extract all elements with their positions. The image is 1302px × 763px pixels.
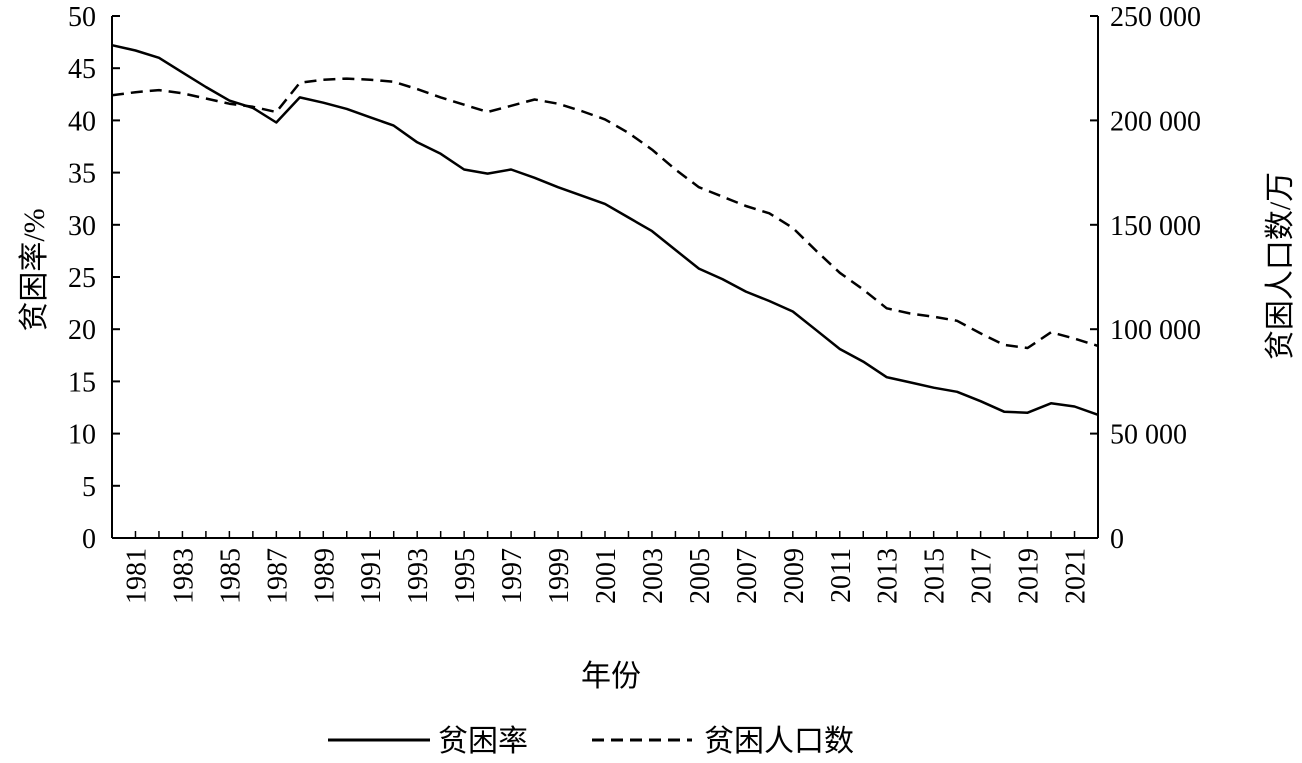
left-y-tick-label: 30: [68, 211, 96, 242]
x-tick-label: 1999: [544, 548, 575, 604]
left-y-tick-label: 35: [68, 159, 96, 190]
x-tick-label: 1989: [309, 548, 340, 604]
left-y-tick-label: 5: [82, 472, 96, 503]
x-tick-label: 2017: [967, 548, 998, 604]
x-tick-label: 2019: [1014, 548, 1045, 604]
left-y-axis-title: 贫困率/%: [18, 208, 51, 331]
left-y-tick-label: 50: [68, 2, 96, 33]
right-y-tick-label: 0: [1110, 524, 1124, 555]
axis-ticks: 0 5 10 15 20 25 30 35 40 45 50 0 50 000 100 000 150 00…: [68, 2, 1201, 604]
x-tick-label: 2009: [779, 548, 810, 604]
axes-frame: [111, 16, 1099, 539]
right-y-tick-label: 100 000: [1110, 315, 1201, 346]
left-y-tick-label: 25: [68, 263, 96, 294]
x-axis-title: 年份: [581, 660, 641, 693]
x-tick-label: 2005: [685, 548, 716, 604]
series-line-poverty-rate: [111, 43, 1099, 416]
x-tick-label: 2001: [591, 548, 622, 604]
x-tick-label: 1987: [262, 548, 293, 604]
x-tick-label: 1981: [121, 548, 152, 604]
series-line-poor-population: [111, 77, 1099, 350]
legend: 贫困率 贫困人口数: [328, 725, 854, 758]
left-y-tick-label: 40: [68, 106, 96, 137]
legend-label-poor-population: 贫困人口数: [704, 725, 854, 758]
left-y-tick-label: 15: [68, 367, 96, 398]
right-y-tick-label: 250 000: [1110, 2, 1201, 33]
right-y-axis-title: 贫困人口数/万: [1264, 172, 1297, 360]
x-tick-label: 1985: [215, 548, 246, 604]
x-tick-label: 1995: [450, 548, 481, 604]
right-y-tick-label: 150 000: [1110, 211, 1201, 242]
right-y-tick-label: 50 000: [1110, 420, 1187, 451]
x-tick-label: 2007: [732, 548, 763, 604]
left-y-tick-label: 0: [82, 524, 96, 555]
x-tick-label: 2011: [826, 548, 857, 603]
x-tick-label: 2013: [873, 548, 904, 604]
x-tick-label: 1991: [356, 548, 387, 604]
x-tick-label: 2021: [1061, 548, 1092, 604]
series-lines: [111, 43, 1099, 416]
x-tick-label: 1983: [168, 548, 199, 604]
left-y-tick-label: 45: [68, 54, 96, 85]
legend-label-poverty-rate: 贫困率: [438, 725, 528, 758]
x-tick-label: 1993: [403, 548, 434, 604]
x-tick-label: 2003: [638, 548, 669, 604]
left-y-tick-label: 10: [68, 420, 96, 451]
right-y-tick-label: 200 000: [1110, 106, 1201, 137]
x-tick-label: 1997: [497, 548, 528, 604]
left-y-tick-label: 20: [68, 315, 96, 346]
x-tick-label: 2015: [920, 548, 951, 604]
